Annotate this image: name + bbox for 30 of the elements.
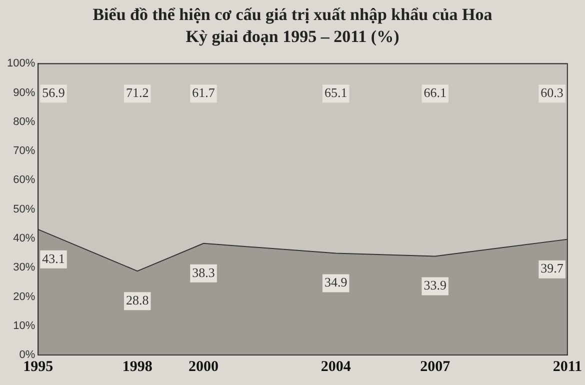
y-tick-label: 90% [13,86,36,99]
y-tick-label: 30% [13,262,36,274]
data-label: 56.9 [42,85,65,100]
data-label: 61.7 [192,85,216,100]
x-tick-label: 1998 [122,358,152,375]
y-tick-label: 10% [13,320,36,332]
data-label: 34.9 [324,274,348,290]
y-tick-label: 70% [13,145,36,158]
data-label: 66.1 [424,85,446,100]
data-label: 65.1 [324,85,348,100]
y-tick-label: 0% [19,349,36,362]
y-tick-label: 40% [13,232,36,244]
x-tick-label: 2004 [320,358,352,375]
chart-title: Biểu đồ thể hiện cơ cấu giá trị xuất nhập khẩu của Hoa Kỳ giai đoạn 1995 – 2011 (%) [92,4,492,48]
y-tick-label: 50% [13,203,36,216]
data-label: 33.9 [424,278,446,293]
y-tick-label: 60% [13,174,36,186]
data-label: 60.3 [540,85,564,100]
x-tick-label: 2007 [420,358,451,375]
data-label: 39.7 [540,260,564,276]
y-tick-label: 20% [13,290,36,303]
x-tick-label: 1995 [23,358,54,375]
y-tick-label: 100% [6,58,36,70]
data-label: 43.1 [42,250,65,266]
x-tick-label: 2000 [188,358,219,375]
data-label: 28.8 [126,292,149,308]
data-label: 38.3 [192,264,215,280]
data-label: 71.2 [126,85,149,100]
x-tick-label: 2011 [552,358,582,375]
y-tick-label: 80% [13,116,36,128]
